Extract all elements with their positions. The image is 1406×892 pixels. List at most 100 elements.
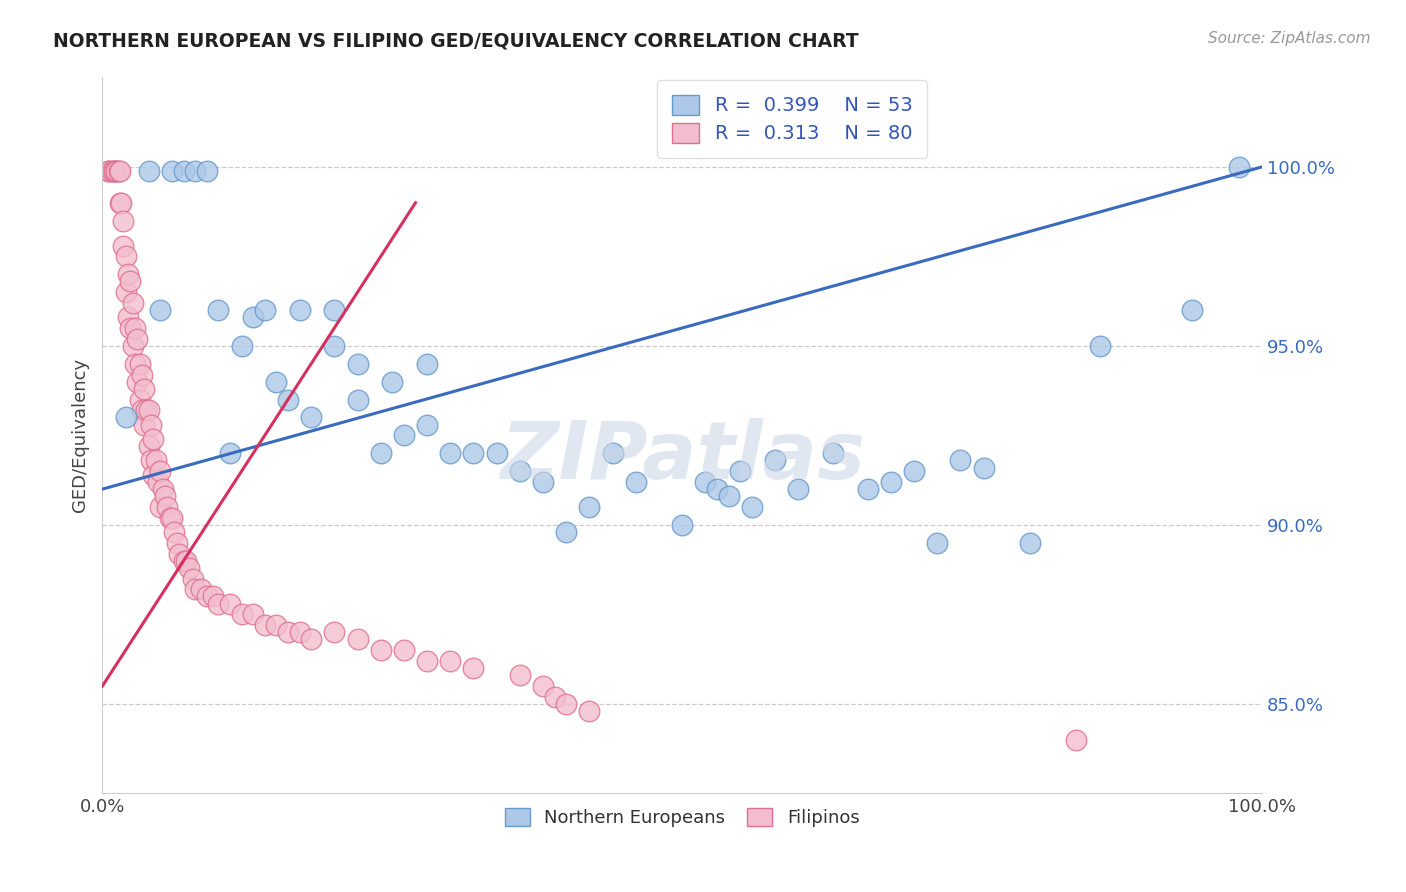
Point — [242, 310, 264, 325]
Point — [242, 607, 264, 622]
Point — [163, 524, 186, 539]
Point — [299, 632, 322, 647]
Text: NORTHERN EUROPEAN VS FILIPINO GED/EQUIVALENCY CORRELATION CHART: NORTHERN EUROPEAN VS FILIPINO GED/EQUIVA… — [53, 31, 859, 50]
Point — [903, 464, 925, 478]
Point — [114, 249, 136, 263]
Point — [117, 310, 139, 325]
Point — [1088, 339, 1111, 353]
Point — [134, 382, 156, 396]
Point — [416, 357, 439, 371]
Point — [159, 510, 181, 524]
Point — [100, 163, 122, 178]
Point — [439, 446, 461, 460]
Point — [509, 668, 531, 682]
Point — [167, 547, 190, 561]
Point — [138, 403, 160, 417]
Point — [181, 572, 204, 586]
Point — [127, 332, 149, 346]
Point — [741, 500, 763, 514]
Point — [128, 357, 150, 371]
Point — [485, 446, 508, 460]
Point — [543, 690, 565, 704]
Point — [207, 597, 229, 611]
Point — [173, 163, 195, 178]
Point — [128, 392, 150, 407]
Point — [370, 643, 392, 657]
Point — [381, 375, 404, 389]
Point — [114, 410, 136, 425]
Point — [121, 296, 143, 310]
Point — [392, 643, 415, 657]
Point — [717, 489, 740, 503]
Y-axis label: GED/Equivalency: GED/Equivalency — [72, 359, 89, 513]
Point — [555, 524, 578, 539]
Legend: Northern Europeans, Filipinos: Northern Europeans, Filipinos — [498, 801, 868, 834]
Point — [787, 482, 810, 496]
Point — [107, 163, 129, 178]
Point — [463, 446, 485, 460]
Point — [346, 357, 368, 371]
Point — [927, 535, 949, 549]
Point — [108, 195, 131, 210]
Point — [671, 517, 693, 532]
Point — [531, 679, 554, 693]
Point — [149, 303, 172, 318]
Point — [139, 417, 162, 432]
Point — [370, 446, 392, 460]
Point — [728, 464, 751, 478]
Point — [124, 321, 146, 335]
Point — [1019, 535, 1042, 549]
Point — [323, 303, 346, 318]
Point — [105, 163, 128, 178]
Point — [184, 163, 207, 178]
Point — [1227, 160, 1250, 174]
Point — [134, 417, 156, 432]
Point — [149, 500, 172, 514]
Point — [266, 618, 288, 632]
Point — [299, 410, 322, 425]
Point — [112, 213, 135, 227]
Point — [138, 163, 160, 178]
Point — [142, 432, 165, 446]
Point — [231, 607, 253, 622]
Point — [201, 590, 224, 604]
Point — [120, 275, 142, 289]
Point — [277, 625, 299, 640]
Text: ZIPatlas: ZIPatlas — [499, 417, 865, 496]
Point — [146, 475, 169, 489]
Point — [277, 392, 299, 407]
Point — [392, 428, 415, 442]
Point — [763, 453, 786, 467]
Point — [195, 590, 218, 604]
Point — [195, 163, 218, 178]
Point — [103, 163, 125, 178]
Point — [184, 582, 207, 597]
Text: Source: ZipAtlas.com: Source: ZipAtlas.com — [1208, 31, 1371, 46]
Point — [253, 618, 276, 632]
Point — [1066, 732, 1088, 747]
Point — [856, 482, 879, 496]
Point — [121, 339, 143, 353]
Point — [949, 453, 972, 467]
Point — [142, 467, 165, 482]
Point — [439, 654, 461, 668]
Point — [117, 268, 139, 282]
Point — [135, 403, 157, 417]
Point — [110, 195, 132, 210]
Point — [153, 489, 176, 503]
Point — [112, 238, 135, 252]
Point — [346, 632, 368, 647]
Point — [706, 482, 728, 496]
Point — [323, 625, 346, 640]
Point — [145, 453, 167, 467]
Point — [219, 446, 242, 460]
Point — [108, 163, 131, 178]
Point — [139, 453, 162, 467]
Point — [138, 439, 160, 453]
Point — [124, 357, 146, 371]
Point — [602, 446, 624, 460]
Point — [346, 392, 368, 407]
Point — [166, 535, 188, 549]
Point — [149, 464, 172, 478]
Point — [174, 554, 197, 568]
